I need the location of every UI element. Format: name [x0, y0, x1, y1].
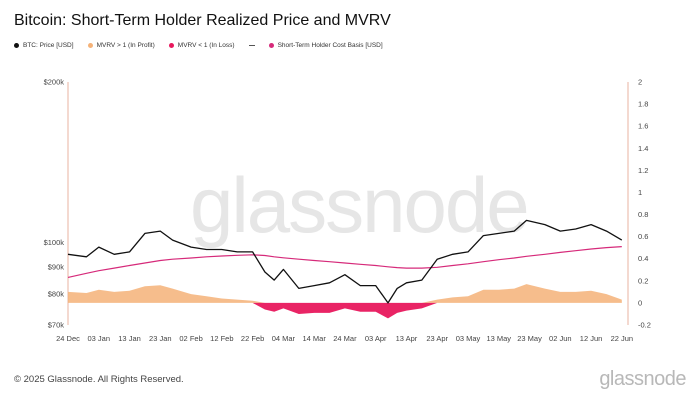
y-right-tick-label: 2: [638, 78, 642, 87]
x-tick-label: 22 Jun: [611, 334, 634, 343]
y-right-tick-label: 1.4: [638, 144, 648, 153]
x-tick-label: 03 May: [456, 334, 481, 343]
cost-basis-line: [67, 246, 622, 278]
x-tick-label: 24 Mar: [333, 334, 357, 343]
legend-item-dash: [248, 45, 255, 46]
chart-legend: BTC: Price [USD] MVRV > 1 (In Profit) MV…: [14, 42, 383, 49]
mvrv-loss-area: [68, 302, 622, 319]
x-tick-label: 23 May: [517, 334, 542, 343]
legend-profit-marker: [87, 43, 93, 48]
legend-item-loss[interactable]: MVRV < 1 (In Loss): [168, 42, 235, 49]
y-right-tick-label: -0.2: [638, 321, 651, 330]
x-tick-label: 14 Mar: [302, 334, 326, 343]
legend-item-cost-basis[interactable]: Short-Term Holder Cost Basis [USD]: [268, 42, 383, 49]
x-tick-label: 13 Apr: [396, 334, 418, 343]
x-tick-label: 23 Apr: [426, 334, 448, 343]
x-tick-label: 12 Jun: [580, 334, 603, 343]
y-right-tick-label: 1.2: [638, 166, 648, 175]
y-right-tick-label: 0.2: [638, 276, 648, 285]
copyright-text: © 2025 Glassnode. All Rights Reserved.: [14, 374, 184, 385]
legend-dash-marker: [248, 45, 255, 46]
watermark: glassnode: [190, 161, 530, 249]
x-tick-label: 24 Dec: [56, 334, 80, 343]
y-right-tick-label: 0: [638, 298, 642, 307]
y-left-tick-label: $200k: [44, 78, 65, 87]
x-tick-label: 12 Feb: [210, 334, 233, 343]
y-left-tick-label: $70k: [48, 321, 65, 330]
y-left-tick-label: $90k: [48, 262, 65, 271]
legend-item-price[interactable]: BTC: Price [USD]: [14, 42, 74, 49]
x-tick-label: 03 Apr: [365, 334, 387, 343]
legend-loss-label: MVRV < 1 (In Loss): [177, 42, 235, 49]
chart-title: Bitcoin: Short-Term Holder Realized Pric…: [14, 12, 391, 29]
mvrv-profit-area: [68, 284, 622, 303]
x-tick-label: 04 Mar: [272, 334, 296, 343]
x-tick-label: 02 Jun: [549, 334, 572, 343]
x-tick-label: 23 Jan: [149, 334, 172, 343]
x-tick-label: 13 May: [486, 334, 511, 343]
y-right-tick-label: 0.4: [638, 254, 648, 263]
y-left-tick-label: $100k: [44, 238, 65, 247]
x-tick-label: 13 Jan: [118, 334, 141, 343]
y-right-tick-label: 1.8: [638, 100, 648, 109]
glassnode-logo: glassnode: [599, 368, 686, 390]
legend-cost-basis-marker: [268, 43, 274, 48]
legend-item-profit[interactable]: MVRV > 1 (In Profit): [87, 42, 155, 49]
y-right-tick-label: 0.8: [638, 210, 648, 219]
y-left-tick-label: $80k: [48, 290, 65, 299]
x-tick-label: 22 Feb: [241, 334, 264, 343]
y-right-tick-label: 0.6: [638, 232, 648, 241]
legend-price-label: BTC: Price [USD]: [23, 42, 74, 49]
y-right-tick-label: 1.6: [638, 122, 648, 131]
legend-profit-label: MVRV > 1 (In Profit): [96, 42, 155, 49]
y-right-tick-label: 1: [638, 188, 642, 197]
btc-price-line: [67, 219, 623, 304]
legend-loss-marker: [168, 43, 174, 48]
x-tick-label: 03 Jan: [88, 334, 111, 343]
x-tick-label: 02 Feb: [179, 334, 202, 343]
legend-price-marker: [14, 43, 19, 48]
legend-cost-basis-label: Short-Term Holder Cost Basis [USD]: [277, 42, 383, 49]
